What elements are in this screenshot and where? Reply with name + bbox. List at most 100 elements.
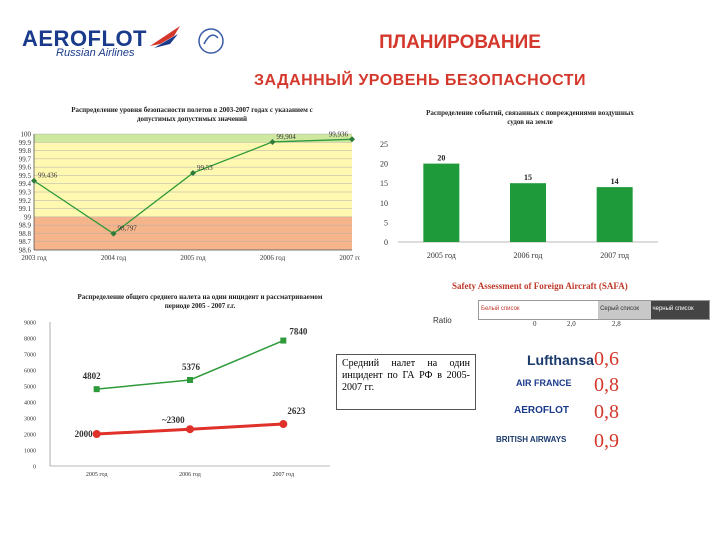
damage-bar-0: [423, 163, 460, 242]
hours-ytick-5: 5000: [24, 385, 36, 391]
wings-logo-icon: [150, 26, 180, 48]
safa-tick-2-8: 2,8: [612, 320, 621, 328]
safety-data-label-2: 99,53: [197, 164, 213, 172]
hours-series-1-label-1: ~2300: [162, 415, 185, 425]
safety-data-label-0: 99,436: [38, 172, 58, 180]
safety-ytick-11: 98.9: [19, 222, 32, 230]
damage-ytick-2: 10: [380, 199, 388, 208]
safety-ytick-13: 98.7: [19, 238, 32, 246]
safety-zone-0: [34, 134, 352, 143]
safety-zone-1: [34, 142, 352, 217]
safety-ytick-10: 99: [24, 213, 32, 221]
hours-series-0-point-0: [93, 386, 100, 393]
safety-ytick-14: 98.6: [19, 247, 32, 255]
hours-ytick-2: 2000: [24, 433, 36, 439]
aircraft-damage-chart-title: Распределение событий, связанных с повре…: [426, 109, 634, 126]
safety-data-label-3: 99,904: [277, 133, 297, 141]
damage-ytick-3: 15: [380, 179, 388, 188]
safety-xtick-0: 2003 год: [21, 254, 47, 262]
safa-black-list: черный список: [650, 301, 709, 319]
damage-bar-1: [510, 183, 546, 242]
damage-ytick-1: 5: [384, 218, 388, 227]
hours-ytick-4: 4000: [24, 401, 36, 407]
safety-level-chart: 10099.999.899.799.699.599.499.399.299.19…: [19, 130, 360, 262]
safety-point-0: [31, 177, 37, 184]
hours-series-0-point-2: [280, 337, 287, 344]
damage-xtick-1: 2006 год: [514, 251, 543, 260]
hours-series-1-label-2: 2623: [287, 406, 306, 416]
damage-xtick-0: 2005 год: [427, 251, 456, 260]
flight-hours-note: Средний налет на один инцидент по ГА РФ …: [336, 354, 476, 410]
hours-series-1-point-0: [92, 430, 101, 438]
damage-value-label-0: 20: [437, 154, 445, 163]
safety-xtick-1: 2004 год: [101, 254, 127, 262]
hours-ytick-7: 7000: [24, 353, 36, 359]
hours-series-1-label-0: 2000: [75, 429, 94, 439]
safety-ytick-2: 99.8: [19, 147, 32, 155]
safety-ytick-3: 99.7: [19, 155, 32, 163]
safety-ytick-1: 99.9: [19, 139, 32, 147]
damage-ytick-0: 0: [384, 238, 388, 247]
damage-xtick-2: 2007 год: [600, 251, 629, 260]
safety-point-1: [110, 230, 117, 237]
safa-ratio-label: Ratio: [433, 316, 452, 325]
damage-ytick-5: 25: [380, 140, 388, 149]
safa-tick-2-0: 2,0: [567, 320, 576, 328]
safety-ytick-4: 99.6: [19, 164, 32, 172]
safety-data-label-4: 99,936: [329, 130, 349, 138]
flight-hours-chart: 0 1000 2000 3000 4000 5000 6000 7000 8000 9000 480…: [24, 321, 330, 478]
airline-british-airways: BRITISH AIRWAYS: [496, 435, 567, 444]
safa-scale: Белый список Серый список черный список: [478, 300, 710, 320]
ratio-lufthansa: 0,6: [594, 348, 619, 370]
hours-ytick-1: 1000: [24, 449, 36, 455]
page-subtitle: ЗАДАННЫЙ УРОВЕНЬ БЕЗОПАСНОСТИ: [254, 72, 586, 89]
safety-ytick-8: 99.2: [19, 197, 32, 205]
safety-point-4: [349, 136, 355, 143]
safa-title: Safety Assessment of Foreign Aircraft (S…: [452, 281, 628, 291]
safety-ytick-12: 98.8: [19, 230, 32, 238]
hours-series-0-label-1: 5376: [182, 362, 201, 372]
hours-series-0-label-2: 7840: [289, 327, 308, 337]
safa-tick-0: 0: [533, 320, 537, 328]
hours-xtick-0: 2005 год: [86, 472, 108, 478]
ratio-british-airways: 0,9: [594, 430, 619, 452]
page-title: ПЛАНИРОВАНИЕ: [379, 32, 541, 53]
safa-grey-list: Серый список: [598, 301, 651, 319]
damage-ytick-4: 20: [380, 160, 388, 169]
safety-data-label-1: 98,797: [118, 225, 138, 233]
safety-level-chart-title: Распределение уровня безопасности полето…: [71, 106, 313, 123]
safety-xtick-2: 2005 год: [180, 254, 206, 262]
damage-bar-2: [596, 187, 633, 242]
hours-series-1-point-1: [186, 425, 194, 434]
safety-ytick-7: 99.3: [19, 189, 32, 197]
safety-xtick-3: 2006 год: [260, 254, 286, 262]
airline-lufthansa: Lufthansa: [527, 352, 594, 368]
airline-air-france: AIR FRANCE: [516, 378, 572, 388]
aircraft-damage-chart: 0 5 10 15 20 25 20 2005 год 15 2006 год 14 2007 год: [380, 140, 658, 260]
hours-xtick-1: 2006 год: [179, 472, 201, 478]
hours-ytick-0: 0: [33, 465, 36, 471]
safety-ytick-9: 99.1: [19, 205, 32, 213]
aeroflot-logo: AEROFLOT: [22, 26, 147, 51]
hours-xtick-2: 2007 год: [272, 472, 294, 478]
safety-xtick-4: 2007 год: [339, 254, 360, 262]
flight-hours-chart-title: Распределение общего среднего налета на …: [77, 293, 323, 310]
hours-series-0-point-1: [187, 376, 193, 383]
safety-ytick-0: 100: [21, 131, 32, 139]
safety-point-2: [190, 169, 196, 176]
aeroflot-logo-subtitle: Russian Airlines: [56, 47, 135, 59]
safety-point-3: [269, 138, 276, 145]
hours-ytick-9: 9000: [24, 321, 36, 327]
safety-ytick-5: 99.5: [19, 172, 32, 180]
hours-ytick-6: 6000: [24, 369, 36, 375]
ratio-air-france: 0,8: [594, 374, 619, 396]
ratio-aeroflot: 0,8: [594, 401, 619, 423]
hours-series-1-point-2: [279, 420, 288, 429]
hours-series-0-label-0: 4802: [83, 371, 102, 381]
hours-ytick-3: 3000: [24, 417, 36, 423]
hours-ytick-8: 8000: [24, 337, 36, 343]
damage-value-label-1: 15: [524, 173, 532, 182]
airline-aeroflot: AEROFLOT: [514, 405, 569, 416]
skyteam-logo-icon: [198, 28, 224, 54]
safa-white-list: Белый список: [479, 301, 599, 319]
